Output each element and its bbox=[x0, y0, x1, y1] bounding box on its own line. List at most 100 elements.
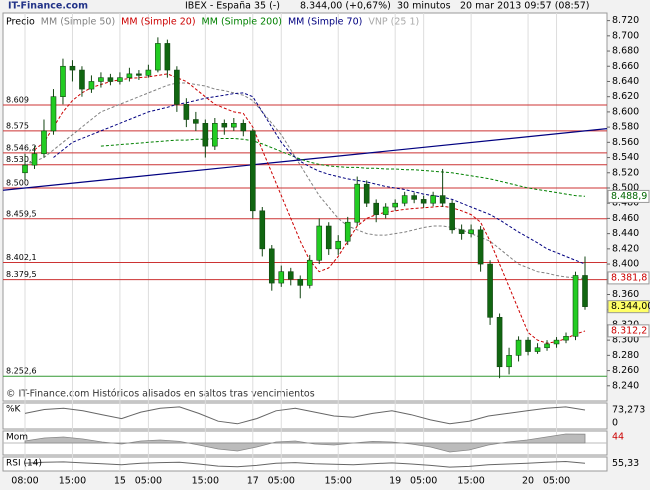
candle-body bbox=[249, 130, 256, 212]
legend-entry: MM (Simple 200) bbox=[202, 17, 282, 28]
date: 20 mar 2013 09:57 (08:57) bbox=[460, 1, 590, 12]
last-value-label: 8.312,2 bbox=[611, 325, 647, 336]
level-label: 8.252,6 bbox=[6, 367, 37, 376]
oscillator-line bbox=[24, 406, 586, 425]
x-tick-label: 15:00 bbox=[457, 476, 484, 487]
last-value-box bbox=[607, 300, 650, 314]
x-tick-label: 08:00 bbox=[11, 476, 38, 487]
candle-body bbox=[193, 119, 199, 124]
oscillator-area bbox=[24, 433, 586, 453]
legend-entry: MM (Simple 70) bbox=[288, 17, 362, 28]
moving-average bbox=[24, 82, 586, 279]
legend-entry: VNP (25 1) bbox=[368, 17, 419, 28]
y-tick-label: 8.260 bbox=[612, 365, 639, 376]
y-tick-label: 8.400 bbox=[612, 259, 639, 270]
candle-body bbox=[534, 347, 541, 352]
candle-body bbox=[50, 96, 57, 132]
y-tick-label: 8.580 bbox=[612, 122, 639, 133]
level-label: 8.500 bbox=[6, 178, 29, 187]
candle-body bbox=[582, 275, 588, 307]
candle-body bbox=[515, 339, 522, 356]
candle-body bbox=[126, 73, 133, 78]
footer: © IT-Finance.com Históricos alisados en … bbox=[6, 389, 315, 400]
candle-body bbox=[354, 183, 361, 223]
candle-body bbox=[60, 65, 66, 97]
x-tick-label: 20 bbox=[522, 476, 534, 487]
site: IT-Finance.com bbox=[8, 1, 88, 12]
candle-body bbox=[259, 210, 266, 250]
x-tick-label: 15:00 bbox=[59, 476, 86, 487]
candle-body bbox=[306, 259, 313, 286]
candle-body bbox=[297, 278, 304, 286]
interval: 30 minutos bbox=[397, 1, 451, 12]
x-tick-label: 15:00 bbox=[192, 476, 219, 487]
last-value-label: 8.381,8 bbox=[611, 272, 647, 283]
y-tick-label: 8.460 bbox=[612, 213, 639, 224]
chart-title: IBEX - España 35 (-) bbox=[185, 1, 280, 12]
candle-body bbox=[439, 195, 446, 204]
candle-body bbox=[563, 336, 569, 341]
candle-body bbox=[525, 339, 531, 352]
candle-body bbox=[278, 271, 285, 284]
candle-body bbox=[449, 202, 455, 231]
oscillator-tick-label: 0 bbox=[612, 418, 618, 429]
last-value-box bbox=[607, 324, 650, 338]
y-tick-label: 8.640 bbox=[612, 76, 639, 87]
candle-body bbox=[553, 339, 560, 345]
level-label: 8.546,2 bbox=[6, 143, 37, 152]
level-label: 8.575 bbox=[6, 121, 29, 130]
y-tick-label: 8.660 bbox=[612, 61, 639, 72]
y-tick-label: 8.540 bbox=[612, 152, 639, 163]
x-tick-label: 15:00 bbox=[325, 476, 352, 487]
candle-body bbox=[155, 43, 161, 71]
candle-body bbox=[344, 221, 351, 242]
candle-body bbox=[136, 73, 142, 76]
candle-body bbox=[430, 195, 436, 204]
y-tick-label: 8.480 bbox=[612, 198, 639, 209]
candle-body bbox=[22, 164, 28, 174]
x-tick-label: 05:00 bbox=[410, 476, 437, 487]
y-tick-label: 8.240 bbox=[612, 380, 639, 391]
candle-body bbox=[325, 225, 332, 250]
oscillator-last: 73,273 bbox=[612, 404, 645, 415]
candle-body bbox=[174, 69, 180, 105]
oscillator-name: %K bbox=[6, 405, 22, 415]
y-tick-label: 8.500 bbox=[612, 182, 639, 193]
candle-body bbox=[221, 123, 228, 128]
x-tick-label: 05:00 bbox=[135, 476, 162, 487]
y-tick-label: 8.520 bbox=[612, 167, 639, 178]
candle-body bbox=[382, 206, 389, 215]
candle-body bbox=[572, 275, 579, 337]
candle-body bbox=[468, 229, 474, 234]
oscillator-line bbox=[24, 460, 586, 468]
y-tick-label: 8.700 bbox=[612, 30, 639, 41]
last-value-label: 8.488,9 bbox=[611, 191, 647, 202]
x-tick-label: 19 bbox=[389, 476, 401, 487]
candle-body bbox=[411, 195, 417, 200]
level-label: 8.609 bbox=[6, 96, 29, 105]
legend-entry: MM (Simple 50) bbox=[41, 17, 115, 28]
price-text: 8.344,00 (+0,67%) bbox=[300, 1, 391, 12]
candle-body bbox=[458, 229, 465, 234]
candle-body bbox=[316, 225, 323, 261]
candle-body bbox=[477, 229, 484, 265]
candle-body bbox=[268, 248, 275, 284]
rsi-panel bbox=[2, 456, 608, 472]
candle-body bbox=[164, 43, 171, 71]
x-tick-label: 05:00 bbox=[543, 476, 570, 487]
last-value-box bbox=[607, 189, 650, 203]
candle-body bbox=[212, 123, 218, 147]
candle-body bbox=[145, 69, 152, 76]
oscillator-last: 55,33 bbox=[612, 458, 639, 469]
candle-body bbox=[287, 271, 294, 280]
candle-body bbox=[506, 355, 512, 368]
candle-body bbox=[363, 183, 370, 204]
y-tick-label: 8.560 bbox=[612, 137, 639, 148]
level-label: 8.459,5 bbox=[6, 209, 37, 218]
candle-body bbox=[401, 195, 408, 204]
y-tick-label: 8.620 bbox=[612, 91, 639, 102]
level-label: 8.402,1 bbox=[6, 253, 37, 262]
candle-body bbox=[41, 130, 47, 155]
